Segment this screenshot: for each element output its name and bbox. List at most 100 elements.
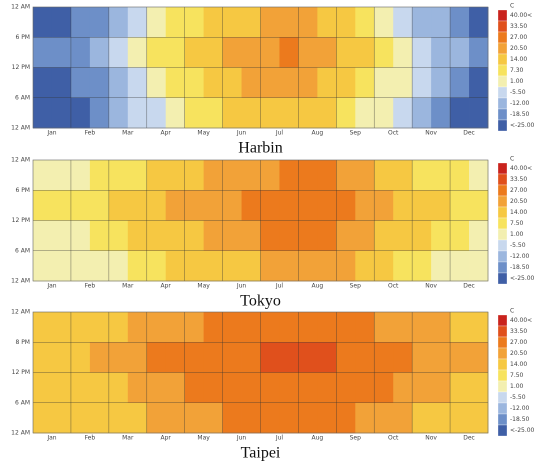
x-tick-label: Dec — [463, 435, 475, 442]
heat-cell — [298, 342, 318, 373]
heat-cell — [355, 372, 375, 404]
y-tick-label: 12 PM — [12, 217, 30, 224]
heat-cell — [298, 67, 318, 99]
heat-cell — [184, 372, 205, 404]
heat-cell — [336, 97, 356, 129]
heat-cell — [70, 97, 91, 129]
heat-cell — [450, 312, 470, 343]
heat-cell — [298, 312, 318, 343]
heat-cell — [450, 402, 470, 434]
x-tick-label: Sep — [350, 283, 362, 290]
legend-label: -18.50 — [510, 111, 530, 118]
legend-label: <-25.00 — [510, 427, 535, 434]
heat-cell — [146, 7, 167, 38]
heat-cell — [70, 160, 91, 191]
heat-cell — [222, 402, 242, 434]
heat-cell — [450, 67, 470, 99]
heat-cell — [298, 220, 318, 252]
heat-cell — [89, 402, 110, 434]
heat-cell — [127, 67, 148, 99]
heat-cell — [241, 402, 261, 434]
y-tick-label: 6 AM — [15, 247, 30, 254]
legend-label: 20.50 — [510, 45, 527, 52]
heat-cell — [450, 342, 470, 373]
y-tick-label: 12 AM — [11, 4, 30, 11]
y-tick-label: 12 AM — [11, 125, 30, 132]
heat-cell — [279, 67, 299, 99]
heat-cell — [412, 372, 432, 404]
heat-cell — [89, 250, 110, 282]
heat-cell — [317, 402, 337, 434]
heat-cell — [241, 7, 261, 38]
heat-cell — [127, 250, 148, 282]
heat-cell — [203, 97, 223, 129]
heat-cell — [298, 37, 318, 68]
heat-cell — [70, 312, 91, 343]
heat-cell — [222, 312, 242, 343]
legend-label: -18.50 — [510, 416, 530, 423]
legend-unit: C — [510, 308, 514, 315]
heat-cell — [146, 220, 167, 252]
legend-label: -12.00 — [510, 253, 530, 260]
heat-cell — [146, 160, 167, 191]
legend-swatch — [497, 9, 508, 22]
heat-cell — [317, 67, 337, 99]
heat-cell — [412, 97, 432, 129]
heat-cell — [431, 250, 451, 282]
legend-swatch — [497, 206, 508, 219]
heat-cell — [469, 312, 489, 343]
heat-cell — [51, 7, 72, 38]
heat-cell — [108, 7, 129, 38]
heat-cell — [70, 342, 91, 373]
heat-cell — [108, 312, 129, 343]
heat-cell — [165, 97, 186, 129]
heat-cell — [393, 220, 413, 252]
heat-cell — [298, 97, 318, 129]
x-tick-label: Jan — [46, 130, 56, 137]
heat-cell — [51, 67, 72, 99]
heat-cell — [355, 7, 375, 38]
heat-cell — [222, 67, 242, 99]
heat-cell — [393, 67, 413, 99]
heat-cell — [70, 190, 91, 221]
y-tick-label: 6 AM — [15, 94, 30, 101]
heat-cell — [127, 402, 148, 434]
heat-cell — [336, 220, 356, 252]
heat-cell — [393, 342, 413, 373]
legend-label: -5.50 — [510, 394, 526, 401]
heat-cell — [89, 342, 110, 373]
heat-cell — [146, 97, 167, 129]
heat-cell — [203, 67, 223, 99]
heat-cell — [203, 7, 223, 38]
plot-frame — [32, 159, 489, 282]
legend-label: 27.00 — [510, 339, 527, 346]
heat-cell — [33, 342, 53, 373]
x-tick-label: May — [197, 283, 210, 290]
x-tick-label: Jul — [275, 283, 284, 290]
x-tick-label: Aug — [312, 435, 324, 442]
heat-cell — [89, 190, 110, 221]
heat-cell — [146, 312, 167, 343]
heat-cell — [184, 67, 205, 99]
heat-cell — [279, 402, 299, 434]
legend-swatch — [497, 162, 508, 175]
heat-cell — [260, 37, 280, 68]
heat-cell — [241, 37, 261, 68]
legend-swatch — [497, 358, 508, 371]
heat-cell — [260, 220, 280, 252]
heat-cell — [355, 342, 375, 373]
heat-cell — [469, 37, 489, 68]
heat-cell — [317, 372, 337, 404]
y-tick-label: 6 PM — [15, 187, 30, 194]
heat-cell — [33, 220, 53, 252]
legend-swatch — [497, 217, 508, 230]
legend-label: -12.00 — [510, 100, 530, 107]
heat-cell — [203, 190, 223, 221]
heat-cell — [127, 190, 148, 221]
legend-swatch — [497, 228, 508, 241]
heat-cell — [336, 7, 356, 38]
x-tick-label: Mar — [122, 435, 134, 442]
legend-swatch — [497, 413, 508, 426]
heat-cell — [222, 342, 242, 373]
heat-cell — [70, 37, 91, 68]
